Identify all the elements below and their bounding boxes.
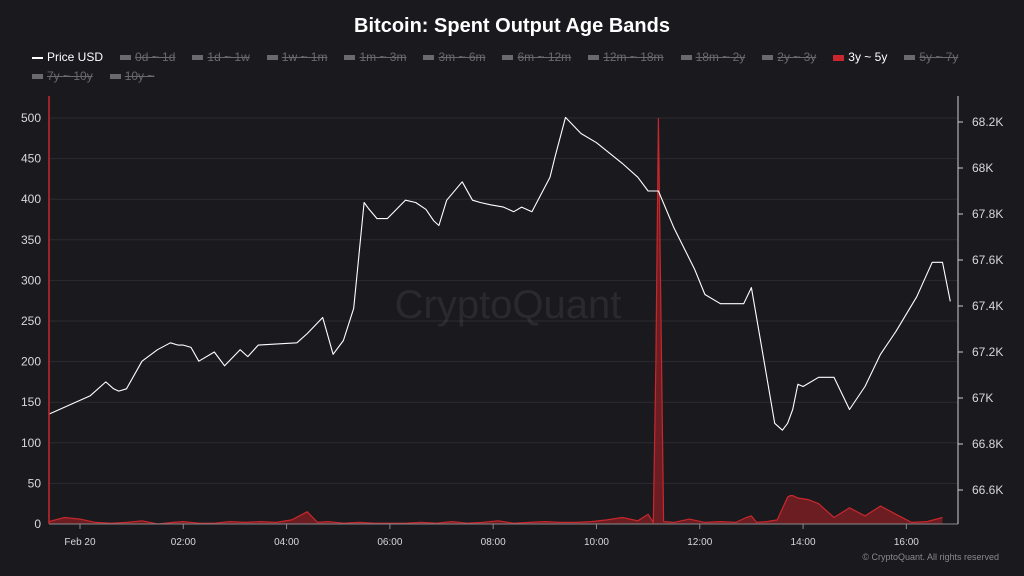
legend-label: 1w ~ 1m <box>281 50 328 64</box>
legend-swatch <box>192 55 204 60</box>
y-left-tick-label: 50 <box>28 476 42 490</box>
y-right-tick-label: 67.8K <box>972 207 1003 221</box>
axes: 0 50 100 150 200 250 300 350 400 450 500 66.6K 66.8K… <box>21 96 1003 548</box>
legend-item[interactable]: 5y ~ 7y <box>904 49 958 66</box>
legend-swatch <box>904 55 916 60</box>
x-tick-label: 12:00 <box>687 537 712 548</box>
legend-item[interactable]: Price USD <box>32 49 103 66</box>
legend-label: 2y ~ 3y <box>777 50 817 64</box>
legend-label: 10y ~ <box>124 69 155 83</box>
y-left-tick-label: 0 <box>34 517 41 531</box>
band-line <box>48 117 943 525</box>
x-tick-label: 08:00 <box>481 537 506 548</box>
legend-item[interactable]: 10y ~ <box>109 68 155 85</box>
x-tick-label: 04:00 <box>274 537 299 548</box>
legend-swatch <box>266 55 278 60</box>
y-right-tick-label: 67.2K <box>972 345 1003 359</box>
x-tick-label: Feb 20 <box>64 537 96 548</box>
legend-label: 5y ~ 7y <box>919 50 959 64</box>
legend-item[interactable]: 7y ~ 10y <box>32 68 93 85</box>
y-left-tick-label: 350 <box>21 233 41 247</box>
legend-item[interactable]: 1w ~ 1m <box>266 49 328 66</box>
legend-item[interactable]: 1d ~ 1w <box>192 49 250 66</box>
legend-label: 0d ~ 1d <box>135 50 176 64</box>
legend: Price USD 0d ~ 1d 1d ~ 1w 1w ~ 1m 1m ~ 3m 3m … <box>32 49 1007 85</box>
legend-item[interactable]: 3y ~ 5y <box>833 49 887 66</box>
legend-swatch <box>680 55 692 60</box>
y-left-tick-label: 500 <box>21 111 41 125</box>
y-right-tick-label: 68.2K <box>972 115 1003 129</box>
chart-title: Bitcoin: Spent Output Age Bands <box>354 15 670 37</box>
legend-swatch <box>502 55 514 60</box>
price-series <box>48 116 951 431</box>
legend-swatch <box>32 74 43 79</box>
legend-label: Price USD <box>47 50 104 64</box>
y-left-tick-label: 100 <box>21 436 41 450</box>
y-right-tick-label: 67K <box>972 391 993 405</box>
y-right-tick-label: 66.6K <box>972 483 1003 497</box>
y-left-tick-label: 200 <box>21 355 41 369</box>
y-left-tick-label: 450 <box>21 152 41 166</box>
legend-label: 7y ~ 10y <box>47 69 93 83</box>
x-tick-label: 06:00 <box>377 537 402 548</box>
legend-label: 18m ~ 2y <box>695 50 746 64</box>
legend-item[interactable]: 18m ~ 2y <box>680 49 746 66</box>
legend-item[interactable]: 2y ~ 3y <box>762 49 816 66</box>
legend-label: 1m ~ 3m <box>359 50 407 64</box>
y-right-tick-label: 67.6K <box>972 253 1003 267</box>
y-right-tick-label: 68K <box>972 161 993 175</box>
y-left-tick-label: 300 <box>21 273 41 287</box>
y-left-tick-label: 150 <box>21 395 41 409</box>
legend-item[interactable]: 12m ~ 18m <box>588 49 664 66</box>
legend-swatch <box>109 74 121 79</box>
legend-label: 3m ~ 6m <box>438 50 486 64</box>
legend-label: 3y ~ 5y <box>848 50 888 64</box>
legend-swatch <box>833 54 845 61</box>
y-right-tick-label: 67.4K <box>972 299 1003 313</box>
x-tick-label: 02:00 <box>171 537 196 548</box>
band-series <box>48 117 943 525</box>
y-left-tick-label: 400 <box>21 192 41 206</box>
legend-swatch <box>762 55 774 60</box>
legend-item[interactable]: 3m ~ 6m <box>423 49 485 66</box>
legend-label: 12m ~ 18m <box>603 50 664 64</box>
x-tick-label: 16:00 <box>894 537 919 548</box>
legend-swatch <box>423 55 435 60</box>
copyright-footer: © CryptoQuant. All rights reserved <box>862 552 999 562</box>
legend-swatch <box>32 56 43 59</box>
legend-label: 6m ~ 12m <box>517 50 572 64</box>
legend-item[interactable]: 1m ~ 3m <box>344 49 406 66</box>
legend-item[interactable]: 6m ~ 12m <box>502 49 571 66</box>
legend-swatch <box>120 55 132 60</box>
y-right-tick-label: 66.8K <box>972 437 1003 451</box>
legend-swatch <box>588 55 600 60</box>
legend-item[interactable]: 0d ~ 1d <box>120 49 175 66</box>
x-tick-label: 14:00 <box>791 537 816 548</box>
watermark: CryptoQuant <box>395 283 622 327</box>
y-left-tick-label: 250 <box>21 314 41 328</box>
legend-swatch <box>344 55 356 60</box>
x-tick-label: 10:00 <box>584 537 609 548</box>
price-line <box>48 116 951 431</box>
legend-label: 1d ~ 1w <box>207 50 250 64</box>
